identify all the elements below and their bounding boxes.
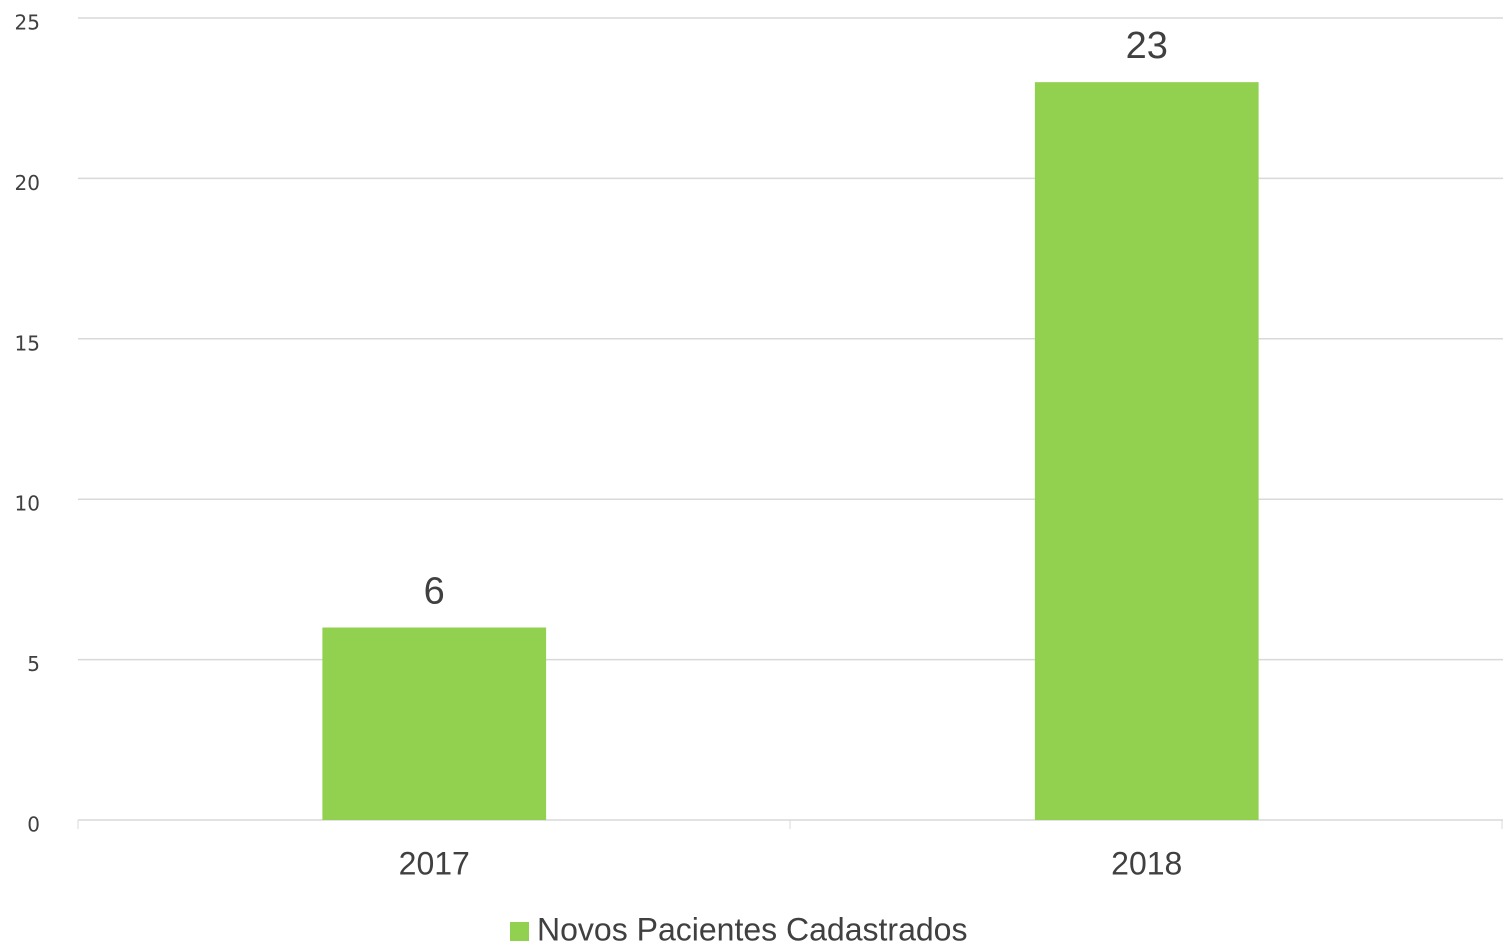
x-tick-label: 2018 [1111,845,1182,881]
y-tick-label: 0 [27,813,40,837]
x-tick-label: 2017 [399,845,470,881]
bar [322,627,547,820]
y-tick-label: 10 [15,492,40,516]
data-label: 6 [424,571,445,613]
y-tick-label: 15 [15,331,40,355]
y-tick-label: 25 [15,11,40,35]
legend-label: Novos Pacientes Cadastrados [537,911,967,947]
legend-swatch [510,922,529,941]
bar [1034,82,1259,820]
y-tick-label: 5 [27,652,40,676]
y-tick-label: 20 [15,171,40,195]
data-label: 23 [1126,25,1168,67]
